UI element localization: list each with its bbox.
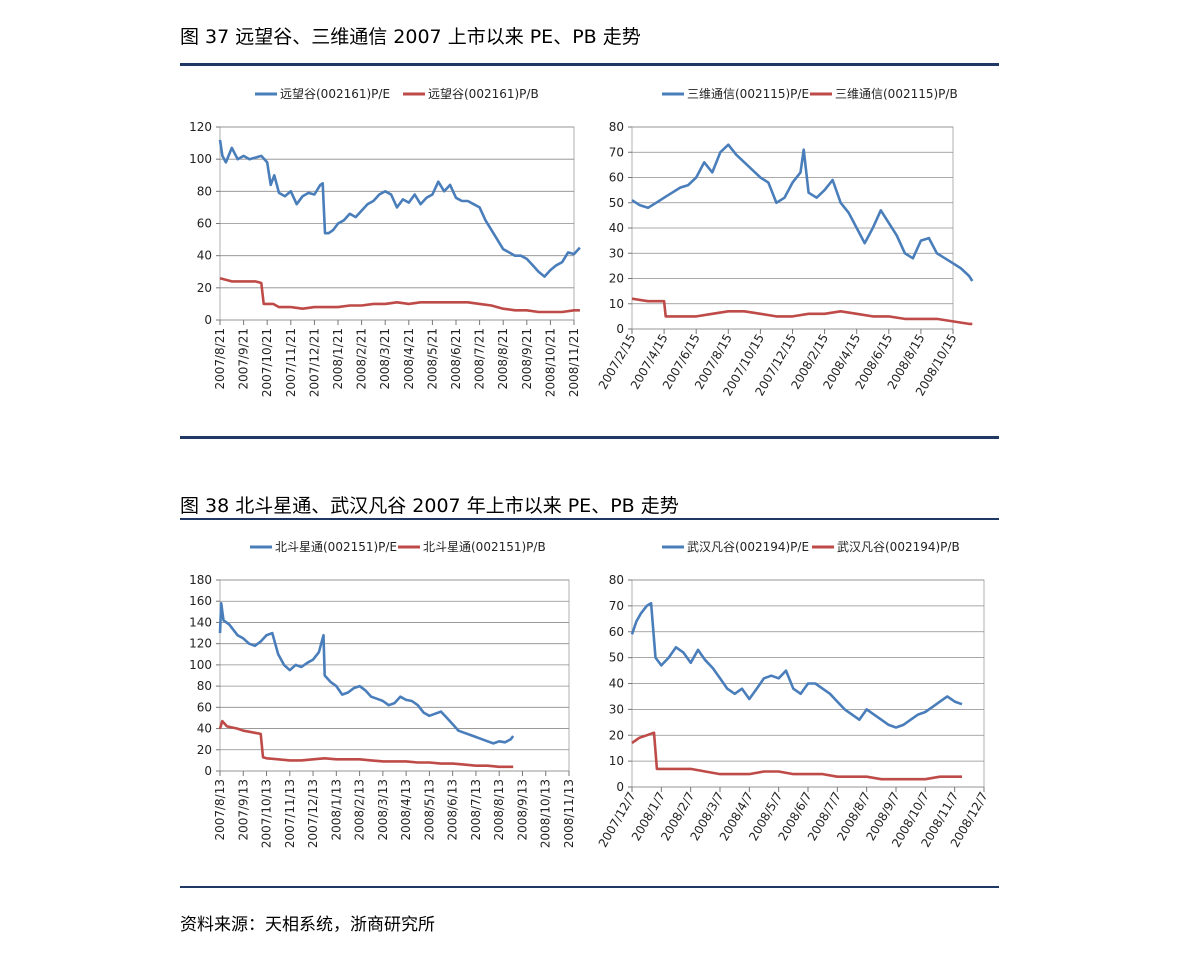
y-tick-label: 40 (609, 677, 624, 691)
y-tick-label: 0 (204, 764, 212, 778)
y-tick-label: 120 (189, 637, 212, 651)
y-tick-label: 80 (197, 184, 212, 198)
pb-series-line (218, 719, 514, 769)
chart-yuanwanggu-pe-pb: 0 20 40 60 80 100 120 2007/8/21 2007/9/21 2007/10… (189, 87, 581, 397)
figure-37-bottom-rule (180, 436, 999, 439)
y-tick-label: 80 (609, 120, 624, 134)
x-tick-label: 2008/1/21 (331, 328, 345, 390)
x-tick-label: 2007/10/13 (260, 779, 274, 848)
x-tick-label: 2007/11/21 (284, 328, 298, 397)
y-tick-label: 180 (189, 573, 212, 587)
y-tick-label: 20 (197, 743, 212, 757)
y-tick-label: 60 (197, 700, 212, 714)
legend-pb-label: 远望谷(002161)P/B (428, 87, 539, 101)
y-tick-label: 50 (609, 651, 624, 665)
y-tick-label: 70 (609, 145, 624, 159)
x-tick-label: 2007/11/13 (283, 779, 297, 848)
chart-wuhanfangu-pe-pb: 010203040506070802007/12/72008/1/72008/2… (596, 540, 991, 850)
x-tick-label: 2007/10/21 (260, 328, 274, 397)
x-tick-label: 2008/9/13 (515, 779, 529, 841)
y-tick-label: 0 (616, 322, 624, 336)
x-tick-label: 2008/8/13 (492, 779, 506, 841)
x-tick-label: 2007/8/13 (213, 779, 227, 841)
y-tick-label: 60 (197, 217, 212, 231)
y-tick-label: 20 (609, 728, 624, 742)
y-tick-label: 80 (197, 679, 212, 693)
x-tick-label: 2008/5/21 (425, 328, 439, 390)
chart-sanweitongxin-pe-pb: 010203040506070802007/2/152007/4/152007/… (596, 87, 974, 398)
y-tick-label: 100 (189, 152, 212, 166)
y-tick-label: 160 (189, 594, 212, 608)
x-tick-label: 2007/12/13 (306, 779, 320, 848)
figure-37-top-rule (180, 63, 999, 66)
pe-series-line (218, 602, 515, 745)
y-tick-label: 120 (189, 120, 212, 134)
y-tick-label: 50 (609, 196, 624, 210)
x-tick-label: 2008/1/13 (329, 779, 343, 841)
legend-pb-label: 武汉凡谷(002194)P/B (837, 540, 960, 554)
legend-pe-label: 远望谷(002161)P/E (280, 87, 390, 101)
figure-37-title: 图 37 远望谷、三维通信 2007 上市以来 PE、PB 走势 (180, 26, 641, 48)
y-tick-label: 40 (609, 221, 624, 235)
pe-series-line (630, 602, 963, 729)
legend-pb-label: 北斗星通(002151)P/B (423, 540, 546, 554)
pe-series-line (218, 139, 581, 278)
y-tick-label: 60 (609, 171, 624, 185)
x-tick-label: 2008/10/13 (539, 779, 553, 848)
figure-38-bottom-rule (180, 886, 999, 888)
y-tick-label: 40 (197, 722, 212, 736)
x-tick-label: 2008/7/13 (469, 779, 483, 841)
pe-series-line (631, 143, 974, 282)
legend-pb-label: 三维通信(002115)P/B (835, 87, 958, 101)
source-note: 资料来源：天相系统，浙商研究所 (180, 915, 435, 935)
y-tick-label: 10 (609, 297, 624, 311)
x-tick-label: 2008/6/13 (446, 779, 460, 841)
y-tick-label: 60 (609, 625, 624, 639)
x-tick-label: 2007/12/7 (596, 790, 639, 850)
x-tick-label: 2008/4/13 (399, 779, 413, 841)
pb-series-line (631, 297, 973, 326)
x-tick-label: 2007/9/21 (237, 328, 251, 390)
pb-series-line (631, 731, 962, 781)
y-tick-label: 140 (189, 615, 212, 629)
pb-series-line (219, 276, 580, 314)
y-tick-label: 30 (609, 246, 624, 260)
x-tick-label: 2008/5/13 (422, 779, 436, 841)
x-tick-label: 2008/7/21 (473, 328, 487, 390)
figure-38-title: 图 38 北斗星通、武汉凡谷 2007 年上市以来 PE、PB 走势 (180, 495, 679, 517)
x-tick-label: 2008/2/13 (353, 779, 367, 841)
legend-pe-label: 武汉凡谷(002194)P/E (687, 540, 809, 554)
y-tick-label: 70 (609, 599, 624, 613)
x-tick-label: 2008/11/13 (562, 779, 576, 848)
x-tick-label: 2008/4/21 (402, 328, 416, 390)
y-tick-label: 40 (197, 249, 212, 263)
y-tick-label: 80 (609, 573, 624, 587)
x-tick-label: 2007/8/21 (213, 328, 227, 390)
chart-beidouxingtong-pe-pb: 0 20 40 60 80 100 120 140 160 180 2007/8/13 2007/9/… (189, 540, 576, 848)
y-tick-label: 20 (609, 272, 624, 286)
y-tick-label: 0 (204, 313, 212, 327)
y-tick-label: 20 (197, 281, 212, 295)
y-tick-label: 0 (616, 780, 624, 794)
x-tick-label: 2008/3/21 (378, 328, 392, 390)
plot-area (219, 579, 570, 772)
y-tick-label: 10 (609, 754, 624, 768)
y-tick-label: 100 (189, 658, 212, 672)
x-tick-label: 2008/6/21 (449, 328, 463, 390)
x-tick-label: 2008/11/21 (567, 328, 581, 397)
x-tick-label: 2007/9/13 (236, 779, 250, 841)
figure-38-top-rule (180, 518, 999, 520)
x-tick-label: 2008/9/21 (520, 328, 534, 390)
x-tick-label: 2008/2/21 (355, 328, 369, 390)
legend-pe-label: 三维通信(002115)P/E (687, 87, 809, 101)
x-tick-label: 2008/8/21 (496, 328, 510, 390)
legend-pe-label: 北斗星通(002151)P/E (275, 540, 397, 554)
x-tick-label: 2007/12/21 (307, 328, 321, 397)
y-tick-label: 30 (609, 702, 624, 716)
x-tick-label: 2008/3/13 (376, 779, 390, 841)
x-tick-label: 2008/10/21 (543, 328, 557, 397)
